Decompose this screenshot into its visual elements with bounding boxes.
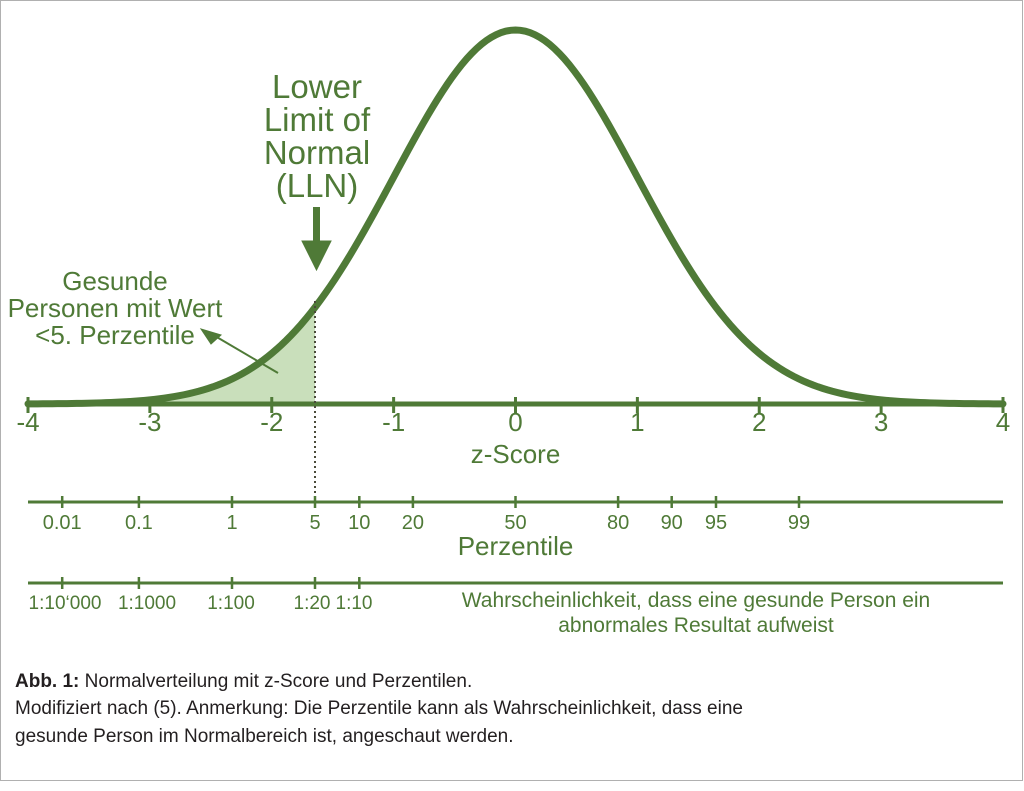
svg-text:1:20: 1:20 (294, 593, 331, 614)
svg-text:Personen mit Wert: Personen mit Wert (8, 293, 224, 323)
svg-text:z-Score: z-Score (471, 439, 561, 469)
svg-text:(LLN): (LLN) (276, 167, 359, 204)
svg-text:1: 1 (226, 512, 237, 534)
svg-text:20: 20 (402, 512, 424, 534)
svg-text:95: 95 (705, 512, 727, 534)
svg-text:0.01: 0.01 (43, 512, 82, 534)
svg-text:1:100: 1:100 (207, 593, 255, 614)
svg-text:-4: -4 (16, 407, 39, 437)
svg-text:2: 2 (752, 407, 766, 437)
svg-text:-1: -1 (382, 407, 405, 437)
svg-text:Wahrscheinlichkeit, dass eine: Wahrscheinlichkeit, dass eine gesunde Pe… (462, 589, 931, 612)
svg-text:-3: -3 (138, 407, 161, 437)
svg-text:<5. Perzentile: <5. Perzentile (35, 320, 195, 350)
svg-text:99: 99 (788, 512, 810, 534)
svg-text:-2: -2 (260, 407, 283, 437)
svg-text:1:10‘000: 1:10‘000 (29, 593, 102, 614)
svg-text:1:1000: 1:1000 (118, 593, 176, 614)
svg-text:80: 80 (607, 512, 629, 534)
svg-text:5: 5 (309, 512, 320, 534)
svg-text:4: 4 (996, 407, 1010, 437)
svg-text:Perzentile: Perzentile (458, 531, 574, 561)
svg-text:0.1: 0.1 (125, 512, 153, 534)
svg-text:1:10: 1:10 (336, 593, 373, 614)
svg-text:0: 0 (508, 407, 522, 437)
svg-text:Lower: Lower (272, 68, 362, 105)
svg-text:Normal: Normal (264, 134, 370, 171)
svg-text:10: 10 (348, 512, 370, 534)
svg-text:Gesunde: Gesunde (62, 266, 168, 296)
svg-text:1: 1 (630, 407, 644, 437)
svg-text:abnormales Resultat aufweist: abnormales Resultat aufweist (558, 614, 834, 637)
svg-text:Limit of: Limit of (264, 101, 371, 138)
svg-text:90: 90 (661, 512, 683, 534)
svg-text:3: 3 (874, 407, 888, 437)
